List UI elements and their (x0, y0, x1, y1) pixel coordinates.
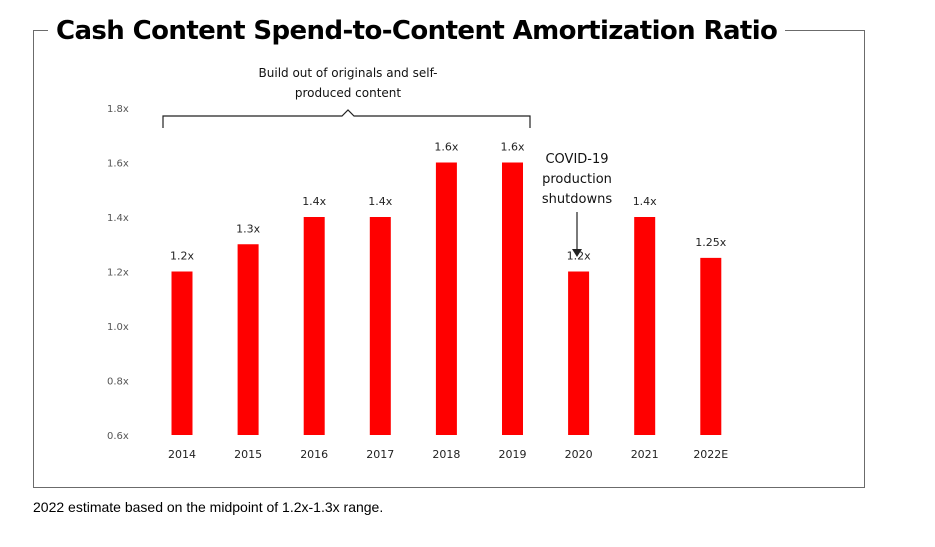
chart-title: Cash Content Spend-to-Content Amortizati… (48, 8, 786, 54)
covid-annotation: COVID-19 production shutdowns (542, 152, 612, 257)
data-label-2018: 1.6x (434, 141, 458, 154)
bar-2016 (303, 217, 325, 435)
x-label-2014: 2014 (168, 448, 196, 461)
x-label-2019: 2019 (499, 448, 527, 461)
bar-2019 (502, 162, 523, 435)
bracket-text-line1: Build out of originals and self- (259, 66, 438, 80)
x-label-2017: 2017 (366, 448, 394, 461)
bar-2022E (700, 257, 722, 435)
bracket-text-line2: produced content (295, 86, 402, 100)
bar-2017 (369, 217, 391, 435)
originals-bracket-annotation: Build out of originals and self- produce… (162, 66, 531, 128)
y-tick-label: 0.6x (107, 431, 129, 442)
y-axis-ticks: 0.6x 0.8x 1.0x 1.2x 1.4x 1.6x 1.8x (107, 104, 129, 442)
x-label-2016: 2016 (300, 448, 328, 461)
covid-arrow-head (572, 249, 582, 257)
bar-2021 (634, 217, 656, 435)
data-label-2019: 1.6x (500, 141, 524, 154)
data-label-2017: 1.4x (368, 195, 392, 208)
data-label-2014: 1.2x (170, 250, 194, 263)
data-label-2016: 1.4x (302, 195, 326, 208)
covid-text-line3: shutdowns (542, 192, 612, 207)
x-label-2018: 2018 (432, 448, 460, 461)
x-label-2015: 2015 (234, 448, 262, 461)
x-label-2020: 2020 (565, 448, 593, 461)
bracket-line (162, 109, 531, 128)
bar-2020 (568, 271, 590, 435)
bar-chart: 0.6x 0.8x 1.0x 1.2x 1.4x 1.6x 1.8x 1.2x 1.3x 1.4… (107, 66, 728, 461)
y-tick-label: 1.8x (107, 104, 129, 115)
y-tick-label: 0.8x (107, 377, 129, 388)
covid-text-line1: COVID-19 (545, 152, 608, 167)
data-labels: 1.2x 1.3x 1.4x 1.4x 1.6x 1.6x 1.2x 1.4x 1.25x (170, 141, 727, 263)
bar-2014 (171, 271, 193, 435)
bars (171, 162, 722, 435)
bar-2018 (435, 162, 457, 435)
data-label-2022E: 1.25x (695, 236, 726, 249)
y-tick-label: 1.4x (107, 213, 129, 224)
data-label-2021: 1.4x (633, 195, 657, 208)
data-label-2015: 1.3x (236, 222, 260, 235)
x-axis-labels: 2014 2015 2016 2017 2018 2019 2020 2021 2022E (168, 448, 728, 461)
data-label-2020: 1.2x (567, 250, 591, 263)
footnote: 2022 estimate based on the midpoint of 1… (33, 499, 384, 515)
y-tick-label: 1.6x (107, 159, 129, 170)
bar-2015 (237, 244, 259, 435)
y-tick-label: 1.2x (107, 268, 129, 279)
y-tick-label: 1.0x (107, 322, 129, 333)
x-label-2021: 2021 (631, 448, 659, 461)
covid-text-line2: production (542, 172, 612, 187)
x-label-2022E: 2022E (693, 448, 728, 461)
